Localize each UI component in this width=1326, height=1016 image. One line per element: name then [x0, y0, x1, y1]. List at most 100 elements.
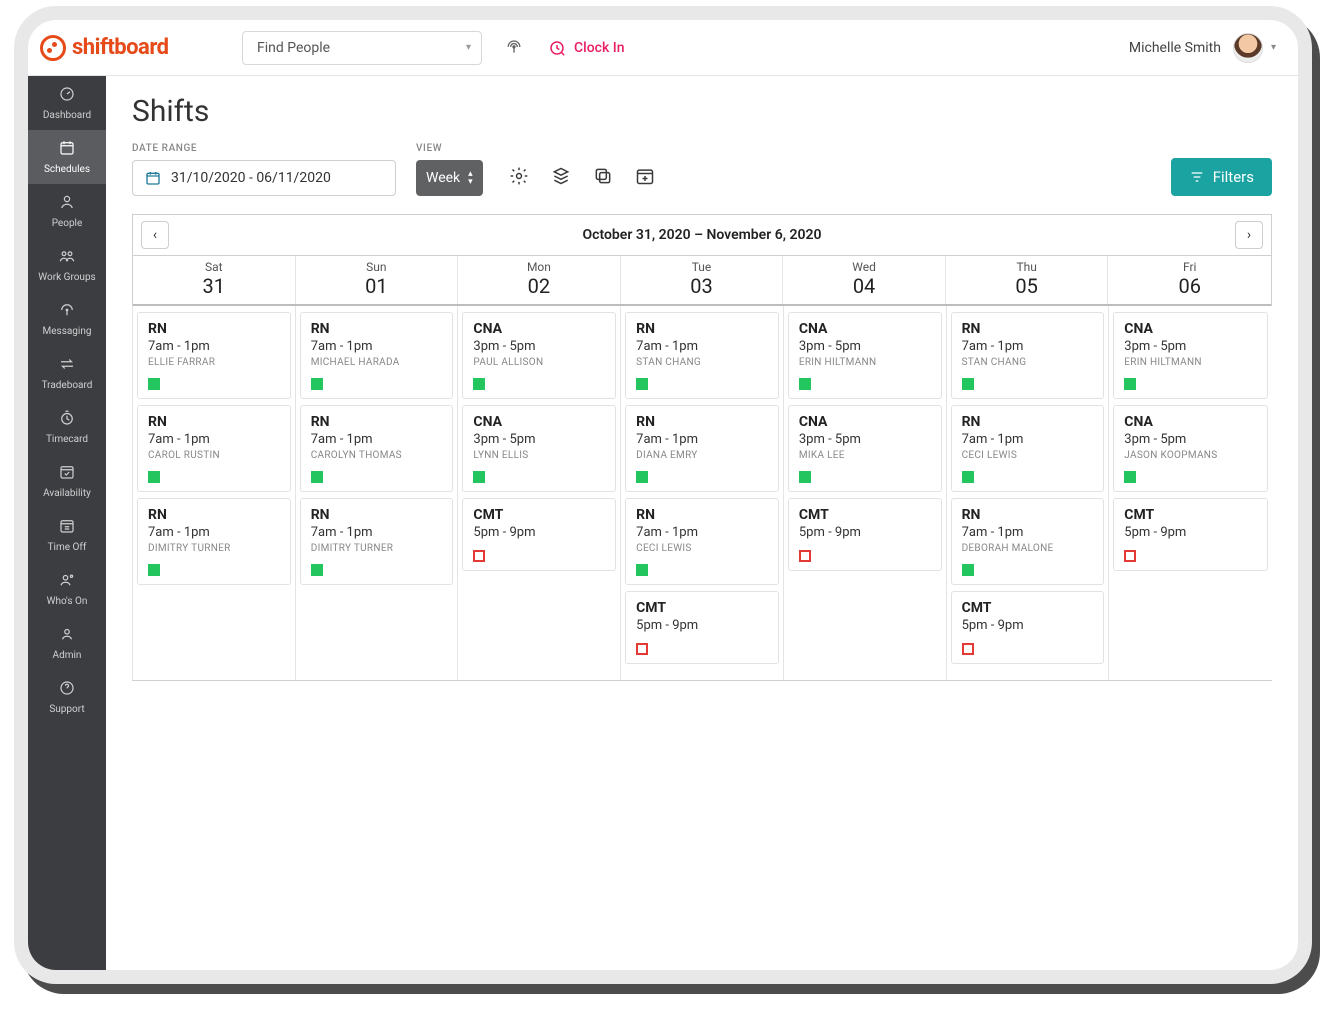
shift-card[interactable]: CNA3pm - 5pmMIKA LEE: [788, 405, 942, 492]
shift-card[interactable]: RN7am - 1pmDIANA EMRY: [625, 405, 779, 492]
shift-card[interactable]: RN7am - 1pmCAROLYN THOMAS: [300, 405, 454, 492]
shift-card[interactable]: RN7am - 1pmCECI LEWIS: [951, 405, 1105, 492]
tablet-frame: shiftboard Find People ▾ Clock In Michel…: [28, 20, 1298, 970]
user-menu[interactable]: Michelle Smith ▾: [1129, 33, 1276, 63]
shift-card[interactable]: RN7am - 1pmSTAN CHANG: [951, 312, 1105, 399]
shift-person: PAUL ALLISON: [473, 357, 605, 368]
copy-icon[interactable]: [593, 166, 613, 190]
sidebar-item-dashboard[interactable]: Dashboard: [28, 76, 106, 130]
shift-card[interactable]: RN7am - 1pmCAROL RUSTIN: [137, 405, 291, 492]
day-of-week: Sun: [296, 260, 458, 274]
shift-person: CECI LEWIS: [962, 450, 1094, 461]
status-filled-icon: [962, 564, 974, 576]
sidebar-item-whoson[interactable]: Who's On: [28, 562, 106, 616]
status-filled-icon: [962, 378, 974, 390]
next-week-button[interactable]: ›: [1235, 221, 1263, 249]
find-people-select[interactable]: Find People ▾: [242, 31, 482, 65]
shift-card[interactable]: RN7am - 1pmCECI LEWIS: [625, 498, 779, 585]
settings-icon[interactable]: [509, 166, 529, 190]
shift-role: RN: [636, 321, 768, 337]
logo-text: shiftboard: [72, 35, 169, 60]
shift-person: JASON KOOPMANS: [1124, 450, 1257, 461]
clock-in-button[interactable]: Clock In: [548, 39, 625, 57]
shift-card[interactable]: RN7am - 1pmDIMITRY TURNER: [300, 498, 454, 585]
sidebar-item-people[interactable]: People: [28, 184, 106, 238]
sidebar-item-label: Schedules: [44, 164, 90, 175]
chevron-down-icon: ▾: [466, 42, 471, 53]
sidebar-item-support[interactable]: Support: [28, 670, 106, 724]
shift-time: 7am - 1pm: [636, 432, 768, 447]
sidebar-item-tradeboard[interactable]: Tradeboard: [28, 346, 106, 400]
day-number: 01: [296, 274, 458, 298]
people-icon: [58, 193, 76, 214]
whoson-icon: [58, 571, 76, 592]
shift-time: 5pm - 9pm: [1124, 525, 1257, 540]
shift-card[interactable]: CNA3pm - 5pmERIN HILTMANN: [1113, 312, 1268, 399]
shift-role: CNA: [799, 321, 931, 337]
shift-time: 7am - 1pm: [311, 525, 443, 540]
day-column: CNA3pm - 5pmERIN HILTMANNCNA3pm - 5pmJAS…: [1109, 306, 1272, 680]
shift-card[interactable]: RN7am - 1pmSTAN CHANG: [625, 312, 779, 399]
shift-time: 7am - 1pm: [311, 432, 443, 447]
broadcast-icon[interactable]: [504, 36, 524, 60]
sidebar-item-timeoff[interactable]: Time Off: [28, 508, 106, 562]
avatar: [1233, 33, 1263, 63]
status-filled-icon: [473, 471, 485, 483]
date-range-input[interactable]: 31/10/2020 - 06/11/2020: [132, 160, 396, 196]
chevron-down-icon: ▾: [1271, 42, 1276, 53]
shift-person: DIMITRY TURNER: [148, 543, 280, 554]
status-filled-icon: [1124, 471, 1136, 483]
day-column: CNA 3pm - 5pm PAUL ALLISON CNA3pm - 5pmLYNN…: [458, 306, 621, 680]
shift-role: CMT: [473, 507, 605, 523]
shift-role: RN: [962, 321, 1094, 337]
shift-card[interactable]: CMT5pm - 9pm: [625, 591, 779, 664]
shift-card[interactable]: RN7am - 1pmDIMITRY TURNER: [137, 498, 291, 585]
view-label: VIEW: [416, 143, 483, 154]
shift-person: CAROLYN THOMAS: [311, 450, 443, 461]
sidebar-item-workgroups[interactable]: Work Groups: [28, 238, 106, 292]
shift-time: 3pm - 5pm: [473, 339, 605, 354]
day-column: RN7am - 1pmSTAN CHANGRN7am - 1pmDIANA EM…: [621, 306, 784, 680]
sidebar-item-schedules[interactable]: Schedules: [28, 130, 106, 184]
shift-role: CMT: [636, 600, 768, 616]
filters-button[interactable]: Filters: [1171, 158, 1272, 196]
day-number: 05: [946, 274, 1108, 298]
shift-time: 3pm - 5pm: [799, 432, 931, 447]
sidebar-item-timecard[interactable]: Timecard: [28, 400, 106, 454]
shift-card[interactable]: CNA3pm - 5pmJASON KOOPMANS: [1113, 405, 1268, 492]
add-calendar-icon[interactable]: [635, 166, 655, 190]
shift-card[interactable]: CMT 5pm - 9pm: [1113, 498, 1268, 571]
shift-time: 7am - 1pm: [148, 525, 280, 540]
admin-icon: [58, 625, 76, 646]
brand-logo[interactable]: shiftboard: [40, 35, 236, 61]
day-header: Sun01: [296, 256, 459, 304]
view-select[interactable]: Week ▴▾: [416, 160, 483, 196]
top-bar: shiftboard Find People ▾ Clock In Michel…: [28, 20, 1298, 76]
sidebar-item-label: Who's On: [47, 596, 88, 607]
prev-week-button[interactable]: ‹: [141, 221, 169, 249]
status-filled-icon: [636, 471, 648, 483]
shift-card[interactable]: CNA3pm - 5pmPAUL ALLISON: [462, 312, 616, 399]
status-filled-icon: [799, 471, 811, 483]
shift-card[interactable]: CMT5pm - 9pm: [788, 498, 942, 571]
shift-card[interactable]: RN7am - 1pmELLIE FARRAR: [137, 312, 291, 399]
shift-card[interactable]: CNA3pm - 5pmERIN HILTMANN: [788, 312, 942, 399]
dashboard-icon: [58, 85, 76, 106]
shift-card[interactable]: RN7am - 1pmDEBORAH MALONE: [951, 498, 1105, 585]
shift-card[interactable]: RN7am - 1pmMICHAEL HARADA: [300, 312, 454, 399]
controls-row: DATE RANGE 31/10/2020 - 06/11/2020 VIEW …: [132, 143, 1272, 196]
sidebar-item-admin[interactable]: Admin: [28, 616, 106, 670]
shift-time: 5pm - 9pm: [799, 525, 931, 540]
shift-role: CMT: [1124, 507, 1257, 523]
day-number: 03: [621, 274, 783, 298]
shift-role: RN: [148, 414, 280, 430]
shift-card[interactable]: CMT5pm - 9pm: [462, 498, 616, 571]
shift-card[interactable]: CNA3pm - 5pmLYNN ELLIS: [462, 405, 616, 492]
shift-role: CNA: [473, 414, 605, 430]
sidebar-item-messaging[interactable]: Messaging: [28, 292, 106, 346]
shift-card[interactable]: CMT5pm - 9pm: [951, 591, 1105, 664]
day-number: 31: [133, 274, 295, 298]
shift-role: RN: [148, 321, 280, 337]
sidebar-item-availability[interactable]: Availability: [28, 454, 106, 508]
layers-icon[interactable]: [551, 166, 571, 190]
